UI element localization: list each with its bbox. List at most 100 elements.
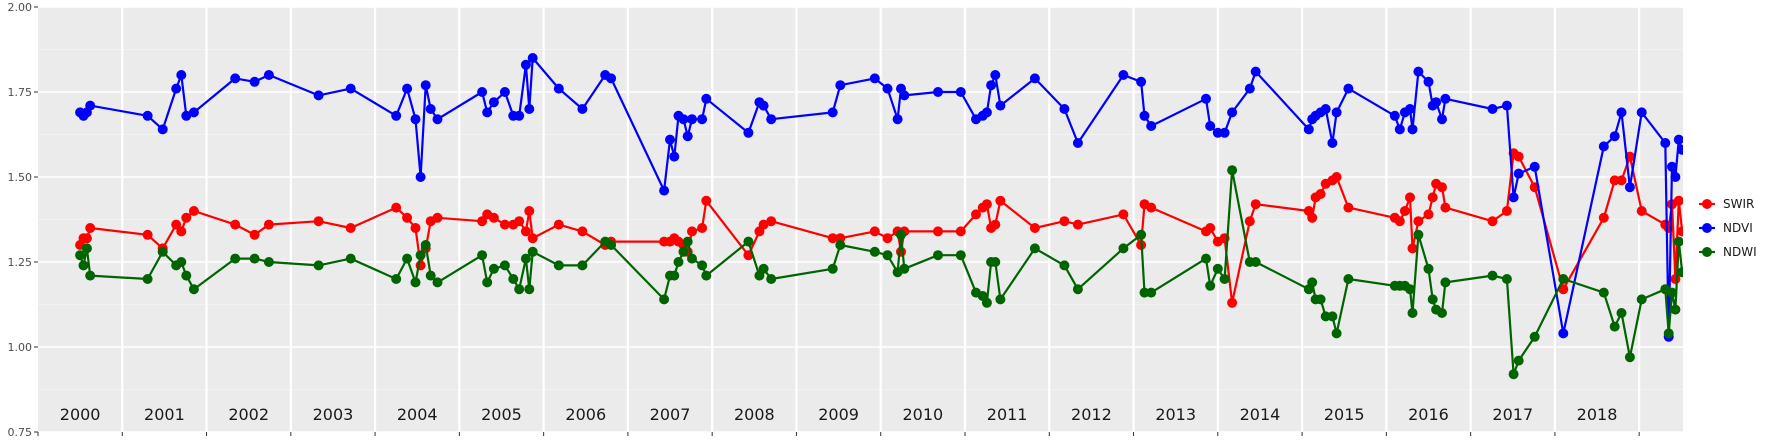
- data-point: [1636, 294, 1647, 305]
- data-point: [553, 83, 564, 94]
- data-point: [1072, 138, 1083, 148]
- data-point: [1508, 192, 1519, 203]
- legend: SWIR NDVI NDWI: [1699, 197, 1757, 259]
- data-point: [1558, 284, 1569, 295]
- year-label: 2006: [565, 405, 606, 424]
- data-point: [1558, 328, 1569, 339]
- legend-key-point: [1702, 223, 1712, 233]
- data-point: [415, 250, 426, 261]
- data-point: [1327, 311, 1338, 322]
- data-point: [1616, 308, 1627, 318]
- data-point: [1423, 263, 1434, 274]
- data-point: [1487, 216, 1498, 227]
- data-point: [181, 212, 192, 223]
- data-point: [1250, 199, 1261, 210]
- data-point: [896, 246, 906, 257]
- data-point: [1677, 226, 1683, 237]
- data-point: [955, 250, 966, 261]
- data-point: [827, 233, 838, 244]
- data-point: [1624, 352, 1635, 363]
- data-point: [432, 114, 443, 125]
- data-point: [995, 100, 1006, 111]
- data-point: [1315, 189, 1326, 199]
- data-point: [402, 212, 413, 223]
- data-point: [682, 131, 693, 142]
- data-point: [606, 240, 617, 250]
- data-point: [1320, 104, 1331, 114]
- data-point: [1139, 110, 1150, 121]
- data-point: [1205, 280, 1216, 291]
- data-point: [827, 107, 838, 118]
- data-point: [835, 240, 846, 250]
- data-point: [520, 59, 531, 70]
- legend-item-swir: SWIR: [1699, 197, 1754, 211]
- data-point: [410, 277, 421, 288]
- data-point: [524, 284, 535, 295]
- year-labels: 2000 2001 2002 2003 2004 2005 2006 2007 2008 2009…: [60, 405, 1618, 424]
- plot-area: [75, 53, 1683, 380]
- year-label: 2015: [1324, 405, 1365, 424]
- data-point: [1072, 219, 1083, 230]
- data-point: [520, 226, 531, 237]
- x-axis-ticks: [37, 432, 1640, 436]
- data-point: [81, 243, 92, 254]
- data-point: [1513, 151, 1524, 162]
- data-point: [981, 297, 992, 308]
- data-point: [1513, 355, 1524, 366]
- legend-label: NDWI: [1723, 245, 1757, 259]
- data-point: [432, 277, 443, 288]
- data-point: [524, 104, 535, 114]
- data-point: [1201, 253, 1211, 264]
- data-point: [1331, 328, 1342, 339]
- data-point: [697, 260, 708, 271]
- data-point: [425, 270, 436, 281]
- data-point: [249, 229, 260, 240]
- data-point: [892, 114, 903, 125]
- data-point: [402, 253, 413, 264]
- data-point: [1437, 308, 1447, 318]
- data-point: [697, 223, 708, 233]
- year-label: 2001: [144, 405, 185, 424]
- data-point: [981, 107, 992, 118]
- data-point: [1118, 243, 1129, 254]
- data-point: [1059, 260, 1070, 271]
- data-point: [1427, 294, 1438, 305]
- year-label: 2018: [1577, 405, 1618, 424]
- data-point: [1508, 369, 1519, 380]
- data-point: [981, 199, 992, 210]
- year-label: 2003: [313, 405, 354, 424]
- data-point: [1558, 274, 1569, 284]
- data-point: [669, 151, 680, 162]
- data-point: [933, 87, 943, 97]
- year-label: 2013: [1155, 405, 1196, 424]
- data-point: [345, 253, 356, 264]
- data-point: [1501, 274, 1512, 284]
- data-point: [1118, 70, 1129, 80]
- data-point: [1205, 121, 1216, 131]
- data-point: [188, 284, 199, 295]
- year-label: 2010: [903, 405, 944, 424]
- legend-key-point: [1702, 199, 1712, 209]
- data-point: [882, 250, 893, 261]
- data-point: [1513, 168, 1524, 179]
- data-point: [1663, 328, 1674, 339]
- data-point: [1667, 161, 1677, 172]
- data-point: [85, 223, 96, 233]
- data-point: [659, 185, 670, 196]
- data-point: [933, 250, 943, 261]
- data-point: [1029, 223, 1040, 233]
- data-point: [1146, 121, 1157, 131]
- data-point: [758, 263, 769, 274]
- data-point: [249, 76, 260, 87]
- data-point: [477, 250, 488, 261]
- data-point: [391, 202, 402, 213]
- data-point: [682, 236, 693, 247]
- data-point: [142, 229, 153, 240]
- data-point: [1667, 287, 1677, 298]
- data-point: [1146, 202, 1157, 213]
- data-point: [514, 110, 525, 121]
- series-lines: [75, 53, 1683, 380]
- data-point: [1315, 294, 1326, 305]
- data-point: [882, 233, 893, 244]
